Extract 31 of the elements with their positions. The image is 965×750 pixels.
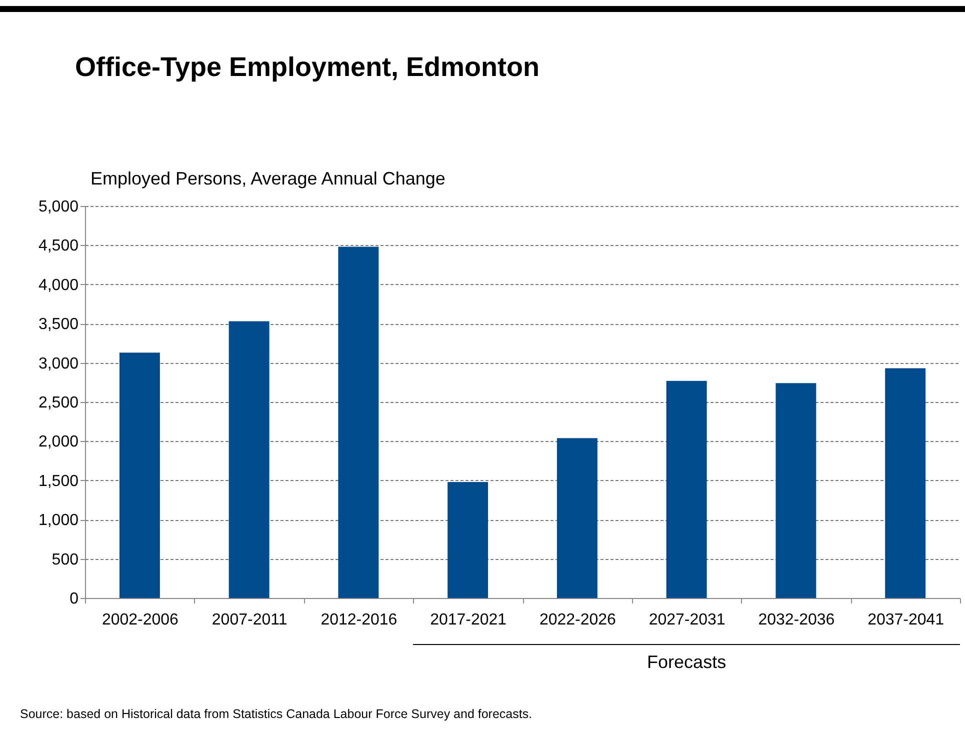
bar <box>119 352 160 598</box>
x-tick-label: 2032-2036 <box>758 612 835 628</box>
y-tick-label: 2,500 <box>38 394 79 412</box>
y-axis-title: Employed Persons, Average Annual Change <box>90 168 446 188</box>
y-tick-label: 5,000 <box>38 198 79 216</box>
y-tick-label: 3,000 <box>38 355 79 372</box>
bar <box>885 368 926 598</box>
bar <box>448 482 488 598</box>
bar <box>776 383 816 598</box>
bar <box>228 321 270 598</box>
chart-title: Office-Type Employment, Edmonton <box>75 52 540 83</box>
y-tick-label: 1,500 <box>38 472 79 490</box>
x-tick-label: 2027-2031 <box>648 612 726 628</box>
x-tick-label: 2022-2026 <box>539 612 616 628</box>
bar <box>338 246 379 598</box>
bar <box>556 438 598 598</box>
y-tick-label: 500 <box>52 551 79 568</box>
y-tick-label: 0 <box>70 590 79 608</box>
y-tick-label: 4,000 <box>38 276 79 294</box>
x-tick-label: 2012-2016 <box>320 612 398 628</box>
x-tick-label: 2017-2021 <box>430 612 507 628</box>
x-tick-label: 2037-2041 <box>868 612 944 628</box>
y-tick-label: 3,500 <box>38 316 79 334</box>
y-tick-label: 1,000 <box>38 512 79 530</box>
text: Forecasts <box>646 652 728 673</box>
bar <box>666 380 707 598</box>
x-tick-label: 2007-2011 <box>212 612 288 628</box>
x-tick-label: 2002-2006 <box>102 612 179 628</box>
y-tick-label: 2,000 <box>38 434 79 451</box>
source-note: Source: based on Historical data from Statistics Canada Labour Force Survey and forecasts. <box>20 707 532 721</box>
y-tick-label: 4,500 <box>38 238 79 255</box>
